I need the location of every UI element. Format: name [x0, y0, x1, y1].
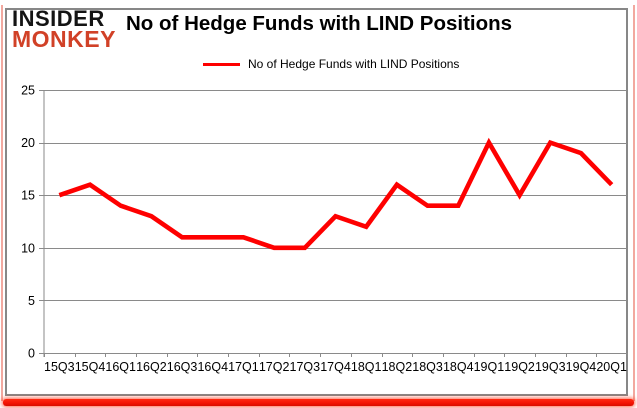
- svg-text:16Q1: 16Q1: [105, 360, 136, 374]
- svg-text:20: 20: [21, 136, 35, 150]
- x-axis-labels: 15Q3 15Q4 16Q1 16Q2 16Q3 16Q4 17Q1 17Q2 17Q3 17Q4…: [44, 360, 627, 374]
- svg-text:19Q4: 19Q4: [566, 360, 597, 374]
- svg-text:16Q3: 16Q3: [167, 360, 198, 374]
- svg-text:10: 10: [21, 241, 35, 255]
- svg-text:25: 25: [21, 84, 35, 98]
- svg-text:19Q2: 19Q2: [504, 360, 535, 374]
- legend-line-swatch: [203, 62, 240, 66]
- svg-text:19Q3: 19Q3: [535, 360, 566, 374]
- chart-title: No of Hedge Funds with LIND Positions: [126, 12, 513, 35]
- svg-text:16Q2: 16Q2: [136, 360, 167, 374]
- svg-text:18Q3: 18Q3: [412, 360, 443, 374]
- svg-text:17Q1: 17Q1: [228, 360, 259, 374]
- svg-text:20Q1: 20Q1: [596, 360, 627, 374]
- svg-text:18Q2: 18Q2: [382, 360, 413, 374]
- svg-text:0: 0: [28, 347, 35, 361]
- gridlines: [44, 90, 627, 354]
- svg-text:18Q1: 18Q1: [351, 360, 382, 374]
- insider-monkey-logo: INSIDER MONKEY: [12, 6, 116, 53]
- axes: [39, 90, 628, 357]
- legend-label: No of Hedge Funds with LIND Positions: [248, 57, 460, 71]
- svg-text:17Q4: 17Q4: [320, 360, 351, 374]
- logo-monkey-text: MONKEY: [12, 26, 116, 53]
- page-bottom-red-bar: [3, 399, 634, 406]
- legend: No of Hedge Funds with LIND Positions: [203, 57, 459, 71]
- widget-border-frame: [5, 8, 628, 396]
- data-line: [58, 137, 614, 251]
- logo-insider-text: INSIDER: [12, 6, 105, 31]
- svg-text:19Q1: 19Q1: [474, 360, 505, 374]
- svg-text:17Q2: 17Q2: [259, 360, 290, 374]
- y-axis-labels: 0 5 10 15 20 25: [21, 84, 35, 361]
- svg-text:18Q4: 18Q4: [443, 360, 474, 374]
- svg-text:16Q4: 16Q4: [197, 360, 228, 374]
- page-edge-left: [1, 5, 3, 401]
- svg-text:15Q3: 15Q3: [44, 360, 75, 374]
- page-edge-right: [633, 5, 635, 401]
- svg-text:15Q4: 15Q4: [75, 360, 106, 374]
- svg-text:15: 15: [21, 189, 35, 203]
- svg-text:17Q3: 17Q3: [290, 360, 321, 374]
- svg-text:5: 5: [28, 294, 35, 308]
